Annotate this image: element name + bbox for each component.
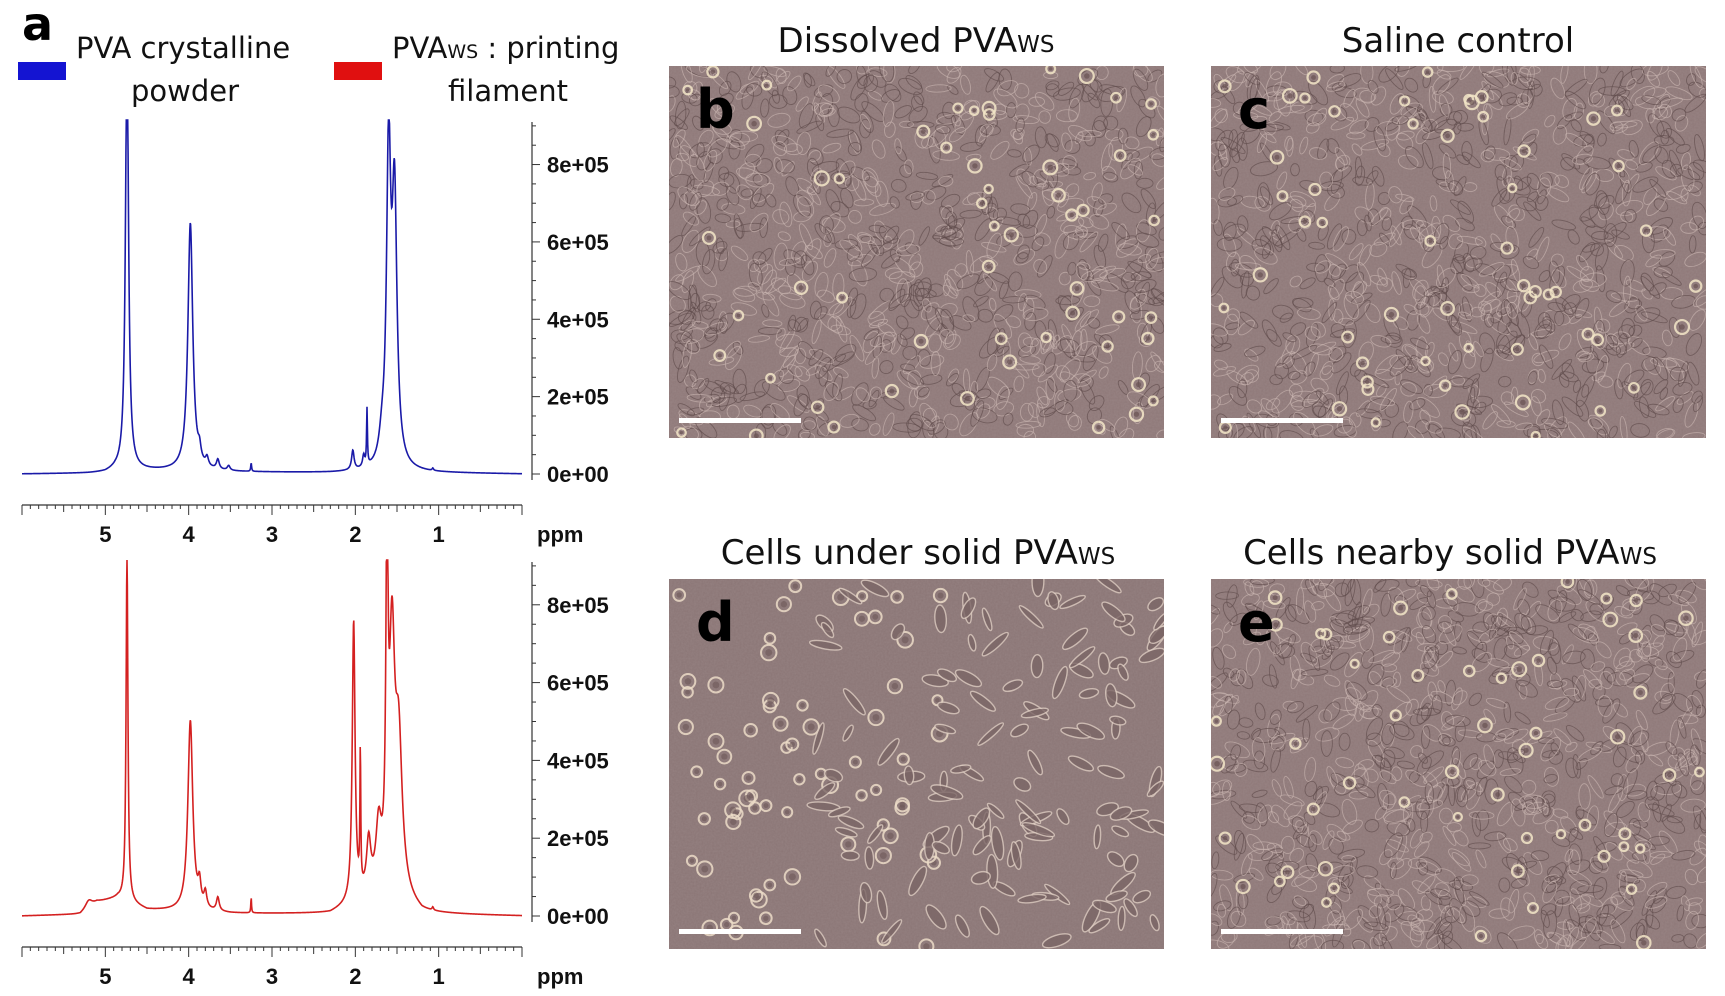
y-tick-label: 2e+05 <box>547 826 609 851</box>
spectrum-line <box>22 119 523 475</box>
x-tick-label: 2 <box>349 522 361 547</box>
panel-letter: e <box>1238 591 1275 654</box>
y-tick-label: 6e+05 <box>547 671 609 696</box>
nmr-spectra: 0e+00 2e+05 4e+05 6e+05 8e+05 5 4 3 2 1 ppm 0e+00 2e… <box>21 119 609 989</box>
y-tick-label: 8e+05 <box>547 593 609 618</box>
x-axis-label: ppm <box>537 964 583 989</box>
micrograph-panels: Dissolved PVAWS b Saline control c Cells und… <box>669 21 1706 949</box>
legend-swatch-blue <box>18 62 66 80</box>
scale-bar <box>679 929 801 934</box>
panel-letter: c <box>1238 78 1270 141</box>
x-tick-label: 5 <box>99 964 111 989</box>
legend-label-2-line2: filament <box>448 74 568 108</box>
x-tick-label: 4 <box>183 522 196 547</box>
micrograph-image <box>1211 579 1706 949</box>
legend-label-1: PVA crystalline <box>76 31 290 65</box>
x-tick-label: 1 <box>433 964 445 989</box>
scale-bar <box>1221 418 1343 423</box>
spectrum-plot-1: 0e+00 2e+05 4e+05 6e+05 8e+05 5 4 3 2 1 ppm <box>21 119 609 547</box>
y-tick-label: 4e+05 <box>547 307 609 332</box>
spectrum-line <box>21 559 523 917</box>
micrograph-title: Cells under solid PVAWS <box>721 533 1115 573</box>
x-tick-label: 3 <box>266 522 278 547</box>
x-tick-label: 4 <box>183 964 196 989</box>
legend-swatch-red <box>334 62 382 80</box>
panel-letter: b <box>696 78 735 141</box>
y-tick-label: 2e+05 <box>547 385 609 410</box>
panel-a-letter: a <box>22 0 53 51</box>
micrograph-image <box>1211 66 1706 438</box>
x-tick-label: 5 <box>99 522 111 547</box>
legend-label-1-line2: powder <box>131 74 239 108</box>
y-tick-label: 0e+00 <box>547 904 609 929</box>
x-tick-label: 2 <box>349 964 361 989</box>
micrograph-title: Dissolved PVAWS <box>778 21 1055 61</box>
y-tick-label: 4e+05 <box>547 748 609 773</box>
micrograph-image <box>669 66 1164 438</box>
micrograph-title: Saline control <box>1342 21 1574 61</box>
y-tick-label: 0e+00 <box>547 462 609 487</box>
x-axis-label: ppm <box>537 522 583 547</box>
micrograph-panel-d: Cells under solid PVAWS d <box>669 533 1164 949</box>
legend-label-2: PVAWS : printing <box>392 31 619 65</box>
micrograph-panel-b: Dissolved PVAWS b <box>669 21 1164 438</box>
x-tick-label: 3 <box>266 964 278 989</box>
micrograph-panel-e: Cells nearby solid PVAWS e <box>1211 533 1706 949</box>
micrograph-image <box>669 579 1164 949</box>
y-tick-label: 6e+05 <box>547 230 609 255</box>
scale-bar <box>679 418 801 423</box>
x-tick-label: 1 <box>433 522 445 547</box>
panel-letter: d <box>696 591 735 654</box>
legend: PVA crystalline powder PVAWS : printing … <box>18 31 619 108</box>
y-tick-label: 8e+05 <box>547 153 609 178</box>
spectrum-plot-2: 0e+00 2e+05 4e+05 6e+05 8e+05 5 4 3 2 1 ppm <box>21 559 609 989</box>
micrograph-panel-c: Saline control c <box>1211 21 1706 438</box>
scale-bar <box>1221 929 1343 934</box>
micrograph-title: Cells nearby solid PVAWS <box>1243 533 1657 573</box>
